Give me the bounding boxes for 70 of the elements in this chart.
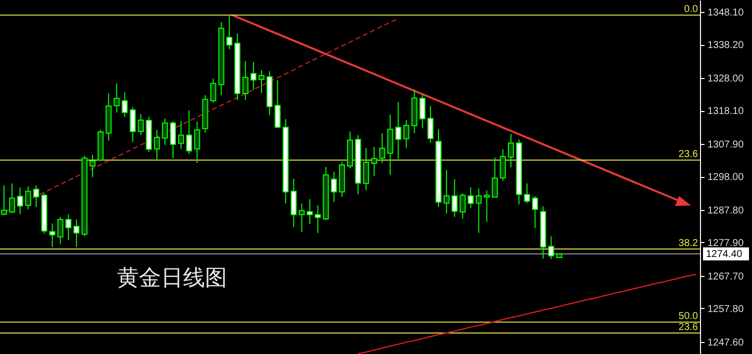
candlestick: [363, 147, 370, 191]
candlestick: [194, 121, 200, 164]
candlestick: [427, 105, 434, 144]
candlestick: [122, 92, 128, 118]
candlestick: [492, 156, 498, 198]
candlestick: [290, 178, 297, 228]
y-tick-label: 1287.80: [708, 205, 744, 216]
y-tick-label: 1348.10: [708, 8, 744, 19]
candlestick: [508, 133, 514, 168]
annotation: 50.0: [678, 311, 698, 322]
candlestick: [298, 202, 305, 232]
candlestick: [17, 186, 24, 215]
candlestick: [452, 178, 458, 218]
candlestick: [306, 198, 313, 225]
candlestick: [314, 204, 321, 234]
candlestick: [500, 148, 506, 182]
candlestick: [250, 62, 256, 90]
candlestick: [210, 78, 216, 104]
candlestick: [395, 102, 402, 160]
candlestick: [419, 94, 426, 129]
candlestick: [484, 190, 490, 222]
candlestick: [33, 184, 40, 208]
candlestick: [162, 118, 168, 146]
candlestick: [468, 186, 474, 209]
candlestick: [1, 184, 8, 216]
y-tick-label: 1338.20: [708, 40, 744, 52]
candlestick: [242, 60, 248, 101]
line-series: [357, 274, 697, 354]
y-tick-label: 1247.60: [708, 337, 744, 348]
candlestick: [226, 14, 232, 50]
candlestick: [444, 169, 450, 214]
candlestick: [138, 114, 144, 136]
candlestick: [49, 222, 56, 248]
candlestick: [387, 114, 394, 176]
candlestick: [371, 146, 378, 177]
annotation: 黄金日线图: [117, 266, 227, 291]
candlestick: [186, 110, 192, 154]
candlestick: [65, 214, 72, 241]
candlestick: [379, 132, 386, 164]
candlestick: [460, 192, 466, 219]
y-tick-label: 1277.90: [708, 238, 744, 249]
candlestick: [258, 70, 264, 94]
candlestick: [154, 129, 160, 161]
candlestick: [524, 182, 530, 204]
annotation: 23.6: [678, 149, 698, 160]
y-tick-label: 1267.70: [708, 271, 744, 282]
candlestick: [330, 171, 337, 203]
y-tick-label: 1298.00: [708, 172, 744, 184]
y-tick-label: 1257.80: [708, 304, 744, 315]
annotation: 0.0: [684, 4, 698, 16]
candlestick: [73, 218, 80, 248]
candlestick: [403, 120, 410, 148]
annotation: 38.2: [678, 238, 698, 250]
candlestick: [57, 216, 64, 245]
candlestick: [476, 188, 482, 234]
ref-line-label: 1274.40: [706, 248, 743, 260]
candlestick: [548, 236, 554, 260]
annotation: 23.6: [678, 322, 698, 334]
candlestick: [25, 186, 32, 210]
candlestick: [170, 120, 176, 159]
candlestick: [532, 196, 538, 229]
candlestick: [9, 182, 16, 214]
y-tick-label: 1307.90: [708, 140, 744, 151]
y-tick-label: 1328.00: [708, 74, 744, 85]
candlestick: [90, 154, 96, 178]
candlestick: [130, 106, 136, 143]
y-tick-label: 1318.10: [708, 106, 744, 118]
candlestick: [114, 82, 120, 114]
candlestick: [274, 80, 281, 129]
candlestick: [178, 120, 184, 150]
